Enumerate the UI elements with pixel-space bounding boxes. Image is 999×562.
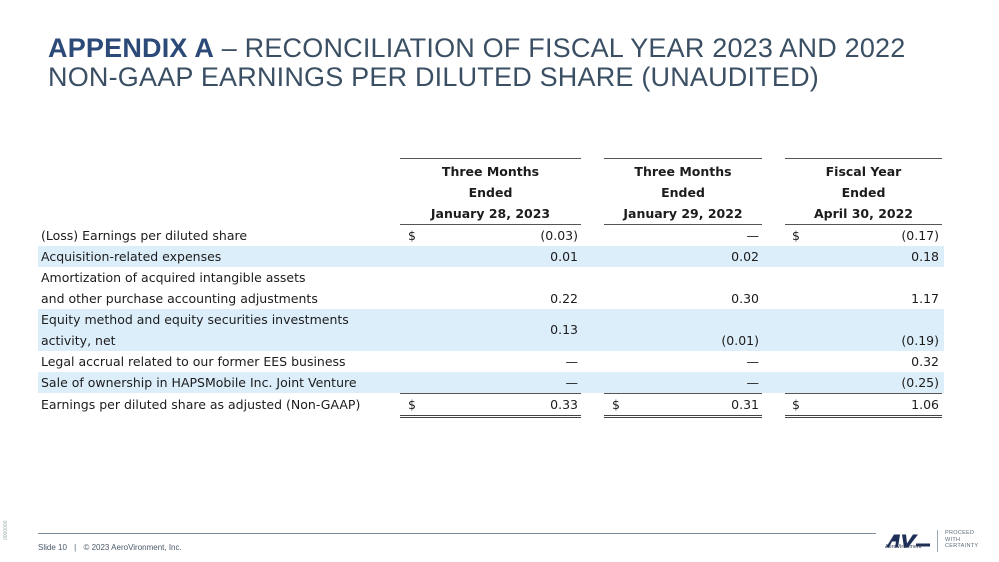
footer-rule [38,533,876,534]
row-label: Equity method and equity securities inve… [41,312,349,327]
page-title: APPENDIX A – RECONCILIATION OF FISCAL YE… [48,34,968,92]
row-label: (Loss) Earnings per diluted share [41,228,248,243]
cell-value: 0.02 [731,249,759,264]
cell-value: — [746,228,760,243]
row-label: and other purchase accounting adjustment… [41,291,318,306]
footer-separator: | [74,543,77,552]
table-row: Sale of ownership in HAPSMobile Inc. Joi… [38,372,944,393]
table-row: Acquisition-related expenses 0.01 0.02 0… [38,246,944,267]
currency-symbol: $ [408,397,416,412]
row-label: Sale of ownership in HAPSMobile Inc. Joi… [41,375,357,390]
company-logo-icon [886,534,930,548]
column-header-1-line1: Three Months [441,164,540,179]
column-header-1-line3: January 28, 2023 [400,203,581,225]
table-row: Equity method and equity securities inve… [38,309,944,351]
tagline-line2: WITH [945,536,961,543]
currency-symbol: $ [792,397,800,412]
cell-value: 1.06 [911,397,939,412]
table-row: (Loss) Earnings per diluted share $ (0.0… [38,225,944,246]
cell-value: — [746,375,760,390]
cell-value: (0.17) [901,228,939,243]
cell-value: 0.13 [550,322,578,337]
column-header-3-line2: Ended [841,185,886,200]
cell-value: 1.17 [911,291,939,306]
slide-number: Slide 10 [38,543,67,552]
total-double-rule [785,415,942,418]
column-header-2: Three Months Ended January 29, 2022 [604,158,762,225]
row-label: activity, net [41,333,116,348]
subtotal-rule [785,393,942,394]
column-header-2-line1: Three Months [634,164,732,179]
title-line2: NON-GAAP EARNINGS PER DILUTED SHARE (UNA… [48,62,820,92]
tagline-line1: PROCEED [945,530,975,536]
column-header-2-line3: January 29, 2022 [604,203,762,225]
column-header-1: Three Months Ended January 28, 2023 [400,158,581,225]
cell-value: 0.18 [911,249,939,264]
cell-value: 0.22 [550,291,578,306]
column-header-3-line3: April 30, 2022 [785,203,942,225]
title-rest: – RECONCILIATION OF FISCAL YEAR 2023 AND… [214,33,906,63]
subtotal-rule [400,393,581,394]
total-double-rule [604,415,762,418]
row-label: Legal accrual related to our former EES … [41,354,346,369]
cell-value: (0.03) [540,228,578,243]
tagline: PROCEED WITH CERTAINTY [945,530,978,550]
copyright: © 2023 AeroVironment, Inc. [83,543,182,552]
tagline-line3: CERTAINTY [945,543,979,549]
currency-symbol: $ [792,228,800,243]
logo-divider [937,530,938,552]
cell-value: (0.19) [901,333,939,348]
table-row-total: Earnings per diluted share as adjusted (… [38,394,944,415]
cell-value: 0.31 [731,397,759,412]
footer: Slide 10 | © 2023 AeroVironment, Inc. [38,543,182,552]
table-row: Legal accrual related to our former EES … [38,351,944,372]
row-label: Earnings per diluted share as adjusted (… [41,397,361,412]
subtotal-rule [604,393,762,394]
cell-value: 0.32 [911,354,939,369]
cell-value: — [565,375,579,390]
currency-symbol: $ [612,397,620,412]
column-header-3: Fiscal Year Ended April 30, 2022 [785,158,942,225]
row-label: Acquisition-related expenses [41,249,222,264]
cell-value: — [565,354,579,369]
cell-value: — [746,354,760,369]
currency-symbol: $ [408,228,416,243]
side-tag: 0000000 [3,520,9,540]
column-header-2-line2: Ended [661,185,705,200]
cell-value: (0.25) [901,375,939,390]
column-header-1-line2: Ended [468,185,513,200]
cell-value: 0.33 [550,397,578,412]
cell-value: (0.01) [721,333,759,348]
row-label: Amortization of acquired intangible asse… [41,270,306,285]
column-header-3-line1: Fiscal Year [825,164,902,179]
logo-wordmark: AeroVironment™ [885,544,928,550]
cell-value: 0.01 [550,249,578,264]
table-row: Amortization of acquired intangible asse… [38,267,944,309]
total-double-rule [400,415,581,418]
cell-value: 0.30 [731,291,759,306]
title-bold: APPENDIX A [48,33,215,63]
